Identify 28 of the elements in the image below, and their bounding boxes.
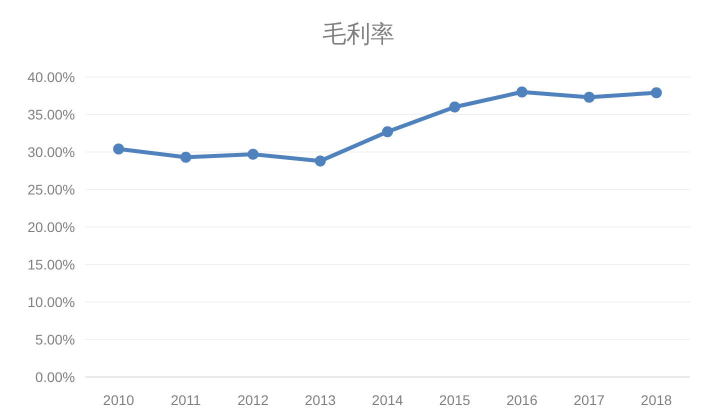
point bbox=[650, 87, 662, 98]
point bbox=[113, 144, 124, 154]
y-tick-label: 5.00% bbox=[35, 332, 75, 348]
x-tick-label: 2013 bbox=[304, 392, 336, 408]
x-tick-label: 2018 bbox=[640, 392, 672, 408]
x-tick-label: 2010 bbox=[103, 392, 134, 408]
point bbox=[449, 102, 460, 112]
chart-title: 毛利率 bbox=[322, 21, 394, 48]
x-tick-label: 2015 bbox=[439, 392, 471, 408]
point bbox=[382, 126, 393, 138]
point bbox=[516, 86, 528, 98]
y-tick-label: 10.00% bbox=[28, 294, 75, 310]
x-tick-label: 2012 bbox=[237, 392, 269, 408]
x-tick-label: 2017 bbox=[574, 392, 605, 408]
y-tick-label: 15.00% bbox=[28, 256, 75, 272]
point bbox=[314, 156, 326, 166]
point bbox=[584, 92, 595, 103]
point bbox=[248, 148, 259, 160]
y-tick-label: 25.00% bbox=[28, 182, 75, 198]
x-tick-label: 2016 bbox=[506, 392, 538, 408]
y-tick-label: 40.00% bbox=[28, 69, 75, 85]
x-tick-label: 2011 bbox=[170, 392, 202, 408]
y-tick-label: 30.00% bbox=[28, 144, 75, 160]
y-tick-label: 20.00% bbox=[28, 219, 75, 235]
y-tick-label: 0.00% bbox=[35, 369, 75, 385]
y-tick-label: 35.00% bbox=[28, 106, 75, 122]
x-tick-label: 2014 bbox=[372, 392, 404, 408]
point bbox=[180, 152, 192, 163]
